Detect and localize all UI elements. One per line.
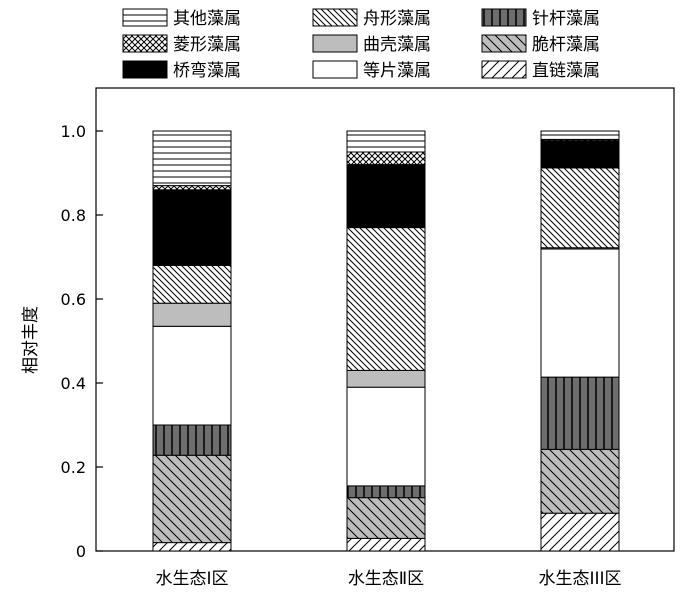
bar-segment [540,248,620,378]
y-axis-label: 相对丰度 [21,306,41,374]
bar-segment [152,325,232,426]
x-tick-label: 水生态III区 [538,569,621,589]
bar-segment [540,448,620,514]
legend-label: 等片藻属 [363,61,431,81]
legend-label: 曲壳藻属 [363,35,431,55]
bar-segment [346,130,426,153]
y-tick-label: 0.6 [61,290,86,309]
bar-segment [346,485,426,499]
x-tick-label: 水生态Ⅰ区 [155,569,228,589]
y-tick-label: 0.2 [61,458,86,477]
legend-swatch [312,8,358,27]
legend-label: 脆杆藻属 [532,35,600,55]
bar-segment [346,227,426,371]
y-tick-label: 0 [76,542,86,561]
legend-swatch [312,60,358,79]
bar-segment [540,167,620,249]
bar-segment [152,424,232,456]
bar-segment [346,386,426,487]
legend-swatch [122,34,168,53]
legend-label: 其他藻属 [173,9,241,29]
bar-segment [346,151,426,166]
legend-label: 直链藻属 [532,61,600,81]
legend-swatch [481,8,527,27]
bar-segment [540,376,620,450]
legend-label: 针杆藻属 [532,9,600,29]
bar-segment [540,130,620,140]
legend-label: 桥弯藻属 [173,61,241,81]
bar-segment [346,164,426,229]
legend-label: 舟形藻属 [363,9,431,29]
legend-swatch [312,34,358,53]
bar-segment [540,512,620,552]
bar-segment [152,302,232,327]
bar-segment [346,497,426,539]
legend-swatch [122,8,168,27]
bar-segment [152,542,232,552]
y-tick-label: 1.0 [61,122,86,141]
x-axis: 水生态Ⅰ区 水生态Ⅱ区 水生态III区 [155,569,621,589]
legend-label: 菱形藻属 [173,35,241,55]
bar-segment [152,130,232,187]
y-tick-label: 0.8 [61,206,86,225]
bar-segment [152,454,232,544]
bar-segment [540,140,620,169]
legend-swatch [122,60,168,79]
legend-swatch [481,34,527,53]
bar-segment [346,369,426,388]
bar-segment [152,185,232,191]
bar-segment [152,189,232,266]
x-tick-label: 水生态Ⅱ区 [348,569,424,589]
bars [152,130,620,552]
y-axis: 0 0.2 0.4 0.6 0.8 1.0 [61,122,103,561]
bar-segment [346,537,426,552]
legend-swatch [481,60,527,79]
y-tick-label: 0.4 [61,374,86,393]
bar-segment [152,264,232,304]
